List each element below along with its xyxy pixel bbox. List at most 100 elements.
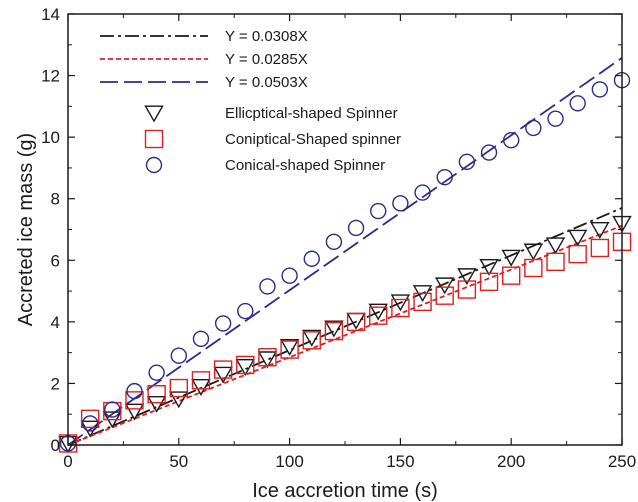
legend: Y = 0.0308X Y = 0.0285X Y = 0.0503X Ellicpt… <box>100 28 401 174</box>
series-2-point <box>524 258 543 278</box>
legend-label: Coniptical-Shaped spinner <box>225 131 401 148</box>
series-3-point <box>259 278 276 295</box>
series-2-point <box>502 266 521 285</box>
series-2-point <box>80 409 100 429</box>
legend-label: Ellicptical-shaped Spinner <box>225 105 398 122</box>
series-2-point <box>147 385 166 404</box>
series-1-point <box>567 229 588 247</box>
series-3-point <box>214 315 232 332</box>
series-2-point <box>169 378 189 398</box>
series-1-point <box>169 391 189 409</box>
series-2-point <box>213 360 233 379</box>
legend-label: Y = 0.0285X <box>225 51 308 68</box>
series-2-point <box>280 340 299 359</box>
series-2-point <box>125 391 144 410</box>
series-2-point <box>369 306 388 325</box>
series-1-point <box>302 329 322 347</box>
series-1-point <box>390 294 411 312</box>
series-3-point <box>547 110 564 127</box>
series-1-point <box>501 249 521 267</box>
x-tick-label: 0 <box>63 452 72 471</box>
legend-marker-swatch <box>145 156 163 174</box>
series-1-point <box>235 358 255 376</box>
series-2-point <box>391 298 410 318</box>
series-2-point <box>590 238 610 258</box>
series-3-point <box>325 233 343 251</box>
series-3-point <box>347 219 365 237</box>
series-2-point <box>546 252 565 272</box>
legend-marker-swatch <box>144 129 164 149</box>
series-3-point <box>525 119 542 137</box>
series-1-point <box>457 268 477 286</box>
y-tick-label: 8 <box>51 190 60 209</box>
x-tick-label: 100 <box>275 452 303 471</box>
series-1-point <box>257 351 278 369</box>
series-3-point <box>237 302 254 320</box>
series-1-point <box>80 420 100 438</box>
fit-line-3 <box>67 57 623 446</box>
series-1-point <box>523 243 544 261</box>
series-3-point <box>303 250 320 267</box>
y-tick-label: 10 <box>41 128 60 147</box>
x-tick-label: 250 <box>608 452 636 471</box>
series-3-point <box>480 144 498 161</box>
series-3-point <box>148 364 165 381</box>
legend-label: Y = 0.0503X <box>225 74 308 91</box>
legend-label: Conical-shaped Spinner <box>225 157 385 174</box>
axis-ticks: 0 50 100 150 200 250 0 2 4 6 8 10 12 14 <box>41 5 636 471</box>
data-markers <box>58 71 632 453</box>
series-3-point <box>414 184 431 201</box>
x-tick-label: 150 <box>386 452 414 471</box>
series-1-point <box>590 221 610 239</box>
x-tick-label: 50 <box>169 452 188 471</box>
series-3-point <box>458 153 476 170</box>
y-tick-label: 0 <box>51 436 60 455</box>
series-3-point <box>392 195 409 212</box>
series-1-point <box>279 338 300 356</box>
series-3-point <box>569 95 586 112</box>
x-axis-title: Ice accretion time (s) <box>252 480 438 502</box>
series-2-point <box>302 331 321 350</box>
series-3-point <box>370 202 387 220</box>
series-2-point <box>435 286 454 305</box>
y-tick-label: 4 <box>51 313 60 332</box>
legend-marker-swatch <box>144 105 164 123</box>
legend-label: Y = 0.0308X <box>225 28 308 45</box>
series-1-point <box>146 395 167 413</box>
series-3-point <box>503 132 520 149</box>
series-2-point <box>191 371 211 390</box>
series-2-point <box>568 244 587 264</box>
series-1-point <box>368 303 388 321</box>
series-2-point <box>258 348 277 367</box>
y-tick-label: 14 <box>41 5 60 24</box>
series-3-point <box>281 267 298 284</box>
series-3-point <box>436 168 453 186</box>
y-tick-label: 2 <box>51 374 60 393</box>
series-3-point <box>192 330 210 347</box>
series-2-point <box>413 292 432 312</box>
series-1-point <box>191 379 211 396</box>
series-3-point <box>104 401 121 418</box>
series-3-point <box>126 382 143 400</box>
series-2-point <box>346 312 366 332</box>
series-2-point <box>479 272 499 292</box>
fit-line-2 <box>67 224 623 446</box>
y-axis-title: Accreted ice mass (g) <box>15 133 37 326</box>
series-1-point <box>213 366 233 384</box>
y-tick-label: 12 <box>41 67 60 86</box>
series-1-point <box>545 237 566 255</box>
series-3-point <box>81 415 99 432</box>
series-3-point <box>170 347 188 364</box>
series-2-point <box>457 280 477 299</box>
series-2-point <box>236 355 255 375</box>
series-1-point <box>324 320 344 338</box>
series-3-point <box>591 81 609 98</box>
y-tick-label: 6 <box>51 251 60 270</box>
series-1-point <box>124 403 145 421</box>
series-1-point <box>435 277 455 295</box>
series-1-point <box>479 258 499 276</box>
x-tick-label: 200 <box>497 452 525 471</box>
series-2-point <box>324 321 344 341</box>
